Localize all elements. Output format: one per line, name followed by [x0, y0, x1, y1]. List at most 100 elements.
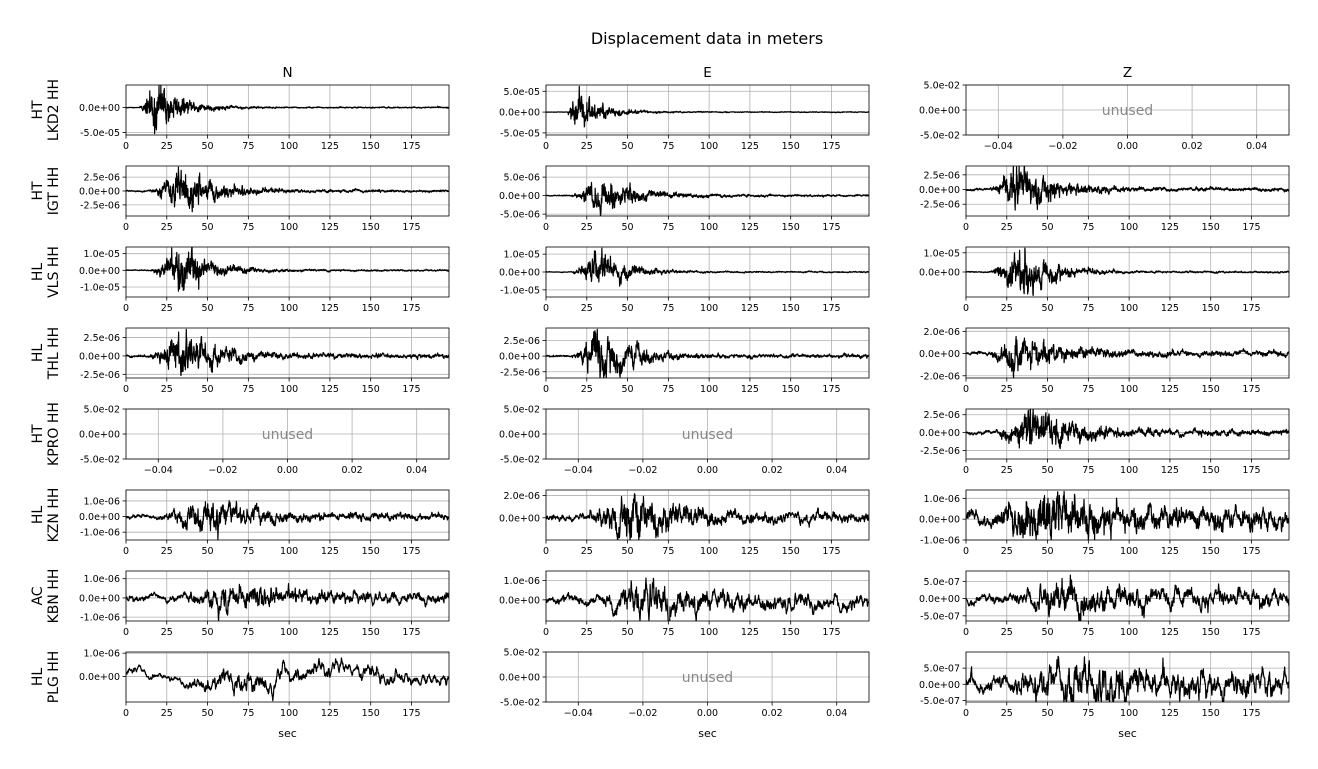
y-tick-label: 5.0e-06 [504, 173, 540, 184]
panel-r4-z: 0 25 50 75 100 125 150 175 -2.5e-06 0.0e+00 2.5e-0… [919, 408, 1290, 476]
panel-r0-z: −0.04 −0.02 0.00 0.02 0.04 -5.0e-02 0.0e+00 5.0… [919, 81, 1290, 152]
x-tick-label: 50 [1042, 465, 1054, 476]
y-tick-label: 5.0e-07 [924, 577, 960, 588]
x-tick-label: 150 [362, 384, 380, 395]
x-tick-label: 150 [782, 546, 800, 557]
network-code: HT [30, 181, 46, 201]
x-tick-label: 75 [242, 384, 254, 395]
axes-frame [545, 327, 870, 379]
x-tick-label: 50 [202, 303, 214, 314]
x-axis-label: sec [698, 727, 717, 740]
panel-r1-z: 0 25 50 75 100 125 150 175 -2.5e-06 0.0e+00 2.5e-0… [919, 165, 1290, 233]
x-tick-label: 0 [963, 465, 969, 476]
x-tick-label: 150 [1202, 222, 1220, 233]
y-tick-label: -5.0e-06 [500, 210, 540, 221]
x-tick-label: −0.04 [564, 465, 593, 476]
x-tick-label: 150 [782, 384, 800, 395]
y-tick-label: -1.0e-06 [80, 528, 120, 539]
x-tick-label: −0.04 [564, 708, 593, 719]
x-tick-label: 50 [622, 546, 634, 557]
x-tick-label: 25 [161, 546, 173, 557]
y-tick-label: -5.0e-02 [920, 131, 960, 142]
y-tick-label: 1.0e-06 [84, 496, 120, 507]
waveform-trace [546, 85, 869, 128]
x-tick-label: 25 [161, 141, 173, 152]
y-tick-label: -2.5e-06 [80, 370, 120, 381]
x-tick-label: 50 [622, 627, 634, 638]
network-code: HT [30, 424, 46, 444]
x-tick-label: 50 [622, 303, 634, 314]
x-tick-label: 75 [242, 141, 254, 152]
x-tick-label: 175 [1242, 303, 1260, 314]
x-tick-label: 75 [662, 546, 674, 557]
x-tick-label: 150 [782, 303, 800, 314]
axes-frame [545, 570, 870, 622]
waveform-trace [126, 328, 449, 377]
panel-r5-e: 0 25 50 75 100 125 150 175 0.0e+00 2.0e-06 [499, 489, 870, 557]
x-tick-label: 175 [1242, 546, 1260, 557]
y-tick-label: 0.0e+00 [79, 672, 120, 683]
panel-r4-e: −0.04 −0.02 0.00 0.02 0.04 -5.0e-02 0.0e+00 5.0… [499, 405, 870, 476]
waveform-trace [966, 409, 1289, 450]
waveform-trace [546, 577, 869, 621]
panel-r6-n: 0 25 50 75 100 125 150 175 -1.0e-06 0.0e+00 1.0e-0… [79, 570, 450, 638]
x-tick-label: 0 [543, 303, 549, 314]
panel-r5-n: 0 25 50 75 100 125 150 175 -1.0e-06 0.0e+00 1.0e-0… [79, 489, 450, 557]
y-tick-label: -1.0e-05 [80, 283, 120, 294]
x-tick-label: 100 [1120, 303, 1138, 314]
y-tick-label: 5.0e-07 [924, 664, 960, 675]
y-tick-label: 0.0e+00 [919, 106, 960, 117]
x-tick-label: 125 [741, 384, 759, 395]
x-tick-label: 125 [1161, 384, 1179, 395]
waveform-trace [126, 166, 449, 213]
panel-r6-e: 0 25 50 75 100 125 150 175 0.0e+00 1.0e-06 [499, 570, 870, 638]
station-label-7: HL PLG HH [30, 651, 62, 704]
unused-label: unused [682, 427, 733, 443]
x-tick-label: 125 [321, 708, 339, 719]
x-tick-label: 150 [362, 141, 380, 152]
x-tick-label: 75 [662, 141, 674, 152]
x-tick-label: 175 [402, 141, 420, 152]
y-tick-label: 1.0e-06 [84, 649, 120, 660]
x-tick-label: 175 [1242, 222, 1260, 233]
x-tick-label: 125 [1161, 303, 1179, 314]
axes-frame [125, 570, 450, 622]
x-tick-label: 125 [321, 303, 339, 314]
x-tick-label: 0 [543, 141, 549, 152]
x-tick-label: 25 [1001, 627, 1013, 638]
y-tick-label: 1.0e-06 [84, 574, 120, 585]
station-label-5: HL KZN HH [30, 488, 62, 543]
axes-frame [965, 165, 1290, 217]
panel-r2-e: 0 25 50 75 100 125 150 175 -1.0e-05 0.0e+00 1.0e-0… [499, 246, 870, 314]
y-tick-label: 1.0e-06 [504, 576, 540, 587]
x-tick-label: 100 [700, 303, 718, 314]
x-tick-label: 175 [402, 546, 420, 557]
x-tick-label: 0 [543, 627, 549, 638]
y-tick-label: 0.0e+00 [499, 673, 540, 684]
x-tick-label: 0 [123, 627, 129, 638]
x-tick-label: 25 [1001, 708, 1013, 719]
station-label-6: AC KBN HH [30, 569, 62, 624]
y-tick-label: 0.0e+00 [79, 187, 120, 198]
waveform-trace [126, 583, 449, 621]
y-tick-label: 0.0e+00 [919, 680, 960, 691]
x-tick-label: 175 [1242, 627, 1260, 638]
x-tick-label: 175 [1242, 465, 1260, 476]
x-tick-label: 0 [123, 546, 129, 557]
x-tick-label: 150 [362, 303, 380, 314]
waveform-trace [546, 493, 869, 540]
x-tick-label: 50 [1042, 222, 1054, 233]
x-tick-label: 125 [321, 384, 339, 395]
x-tick-label: 25 [161, 303, 173, 314]
axes-frame [965, 246, 1290, 298]
y-tick-label: 0.0e+00 [499, 108, 540, 119]
x-tick-label: 150 [362, 708, 380, 719]
x-tick-label: 75 [242, 546, 254, 557]
x-tick-label: 100 [280, 546, 298, 557]
y-tick-label: -1.0e-06 [920, 536, 960, 547]
x-tick-label: 0.02 [1182, 141, 1203, 152]
x-tick-label: 25 [581, 222, 593, 233]
panel-r1-n: 0 25 50 75 100 125 150 175 -2.5e-06 0.0e+00 2.5e-0… [79, 165, 450, 233]
network-code: HL [30, 344, 46, 363]
